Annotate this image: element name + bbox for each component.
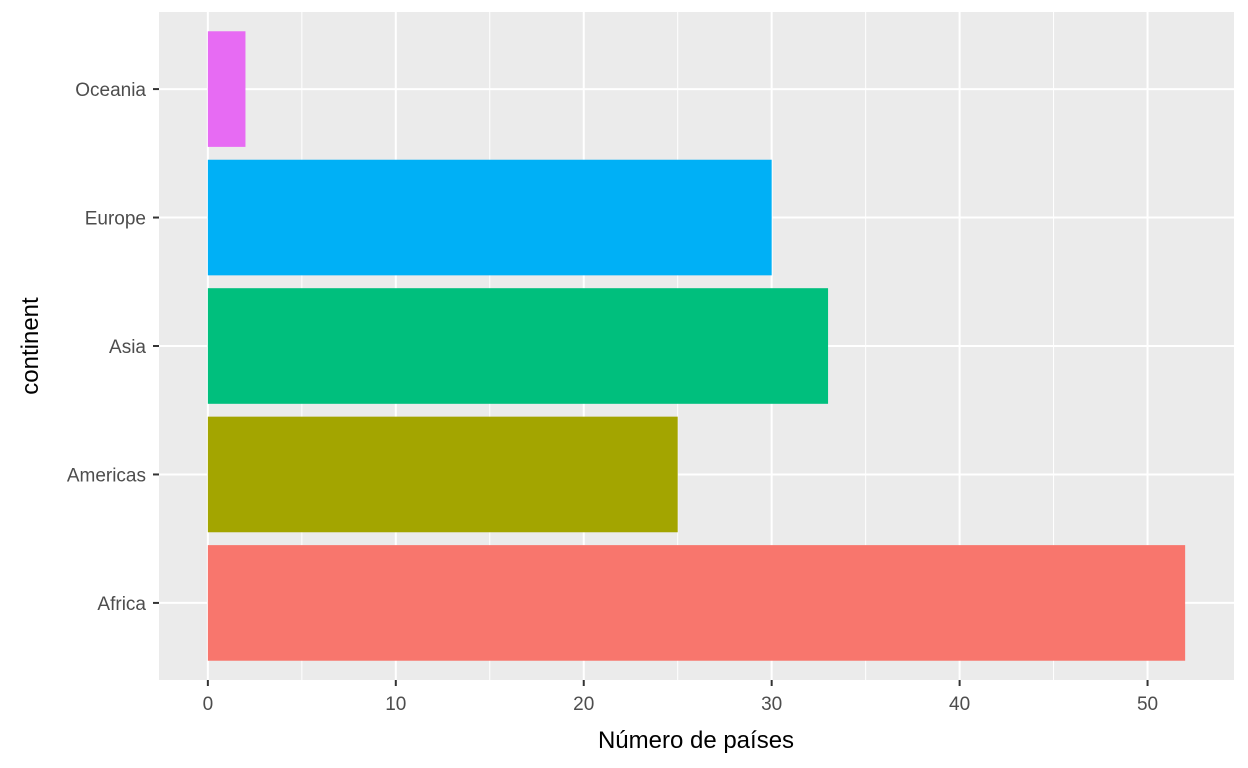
x-tick-label: 10 — [385, 694, 406, 715]
x-tick-label: 0 — [203, 694, 214, 715]
bar-europe — [207, 159, 772, 276]
y-tick-label: Americas — [67, 465, 146, 486]
x-axis: 0 10 20 30 40 50 — [203, 680, 1158, 715]
y-axis: Africa Americas Asia Europe Oceania — [67, 80, 159, 615]
bars — [207, 31, 1186, 661]
x-tick-label: 50 — [1137, 694, 1158, 715]
x-tick-label: 20 — [573, 694, 594, 715]
bar-americas — [207, 416, 678, 533]
y-tick-label: Europe — [85, 209, 146, 230]
x-axis-title: Número de países — [598, 727, 794, 754]
y-tick-label: Oceania — [75, 80, 146, 101]
y-tick-label: Asia — [109, 337, 146, 358]
x-tick-label: 40 — [949, 694, 970, 715]
x-tick-label: 30 — [761, 694, 782, 715]
y-axis-title: continent — [17, 297, 44, 395]
bar-oceania — [207, 31, 246, 147]
bar-africa — [207, 545, 1186, 661]
bar-asia — [207, 288, 829, 404]
y-tick-label: Africa — [97, 594, 146, 615]
